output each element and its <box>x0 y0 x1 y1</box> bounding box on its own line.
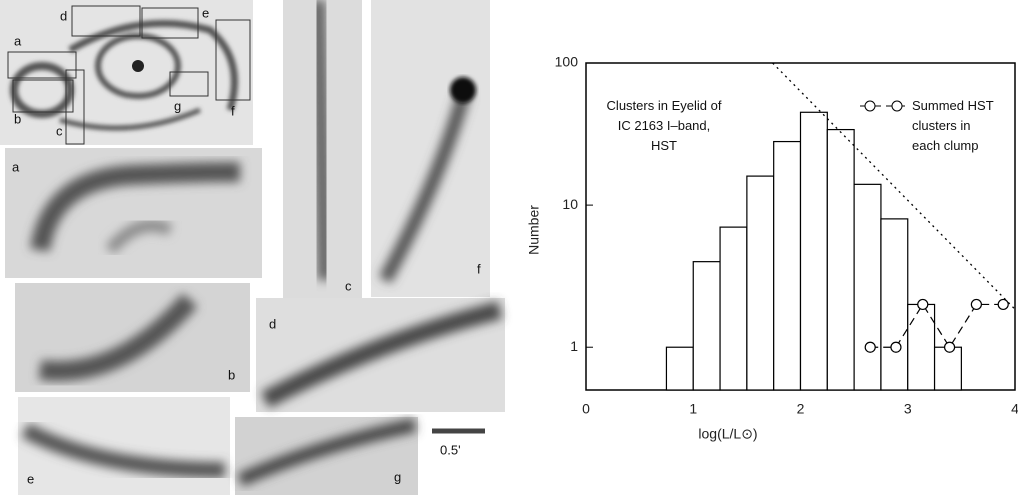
y-tick-label: 100 <box>555 54 579 70</box>
panel-label: c <box>345 278 352 293</box>
panel-label: d <box>269 316 276 331</box>
panel-label: g <box>394 469 401 484</box>
x-tick-label: 1 <box>689 401 697 417</box>
overview-label: b <box>14 111 21 126</box>
point <box>864 341 876 353</box>
legend-label: Summed HST clusters in each clump <box>912 98 994 153</box>
panel-label: e <box>27 471 34 486</box>
point <box>917 298 929 311</box>
point <box>890 341 902 353</box>
bar <box>692 261 721 391</box>
point <box>970 298 982 311</box>
bar <box>719 226 748 391</box>
legend-marker <box>891 100 903 112</box>
point <box>997 298 1009 311</box>
images <box>0 0 505 495</box>
x-axis-label: log(L/L⊙) <box>698 426 757 442</box>
y-tick-label: 1 <box>570 338 578 354</box>
bar <box>746 175 775 391</box>
bar <box>880 218 909 391</box>
y-tick-label: 10 <box>562 196 578 212</box>
bar <box>773 140 802 391</box>
bar <box>799 111 828 391</box>
overview-label: f <box>231 103 235 118</box>
panel-label: b <box>228 367 235 382</box>
x-tick-label: 3 <box>904 401 912 417</box>
bar <box>933 346 962 391</box>
bar <box>665 346 694 391</box>
overview-label: c <box>56 123 63 138</box>
y-axis-label: Number <box>526 205 542 255</box>
x-tick-label: 0 <box>582 401 590 417</box>
x-tick-label: 2 <box>797 401 805 417</box>
bar <box>853 183 882 391</box>
scale-label: 0.5' <box>440 442 461 457</box>
point <box>943 341 956 353</box>
panel-label: a <box>12 159 20 174</box>
overview-label: a <box>14 33 22 48</box>
annotation: Clusters in Eyelid of IC 2163 I–band, HS… <box>606 98 722 153</box>
overview-label: d <box>60 8 67 23</box>
overview-label: e <box>202 5 209 20</box>
bar <box>826 128 855 391</box>
overview-label: g <box>174 98 181 113</box>
image-labels: a b c d e f g a c f b d e g 0.5' <box>12 5 481 486</box>
panel-label: f <box>477 261 481 276</box>
legend-marker <box>864 100 876 112</box>
x-tick-label: 4 <box>1011 401 1018 417</box>
